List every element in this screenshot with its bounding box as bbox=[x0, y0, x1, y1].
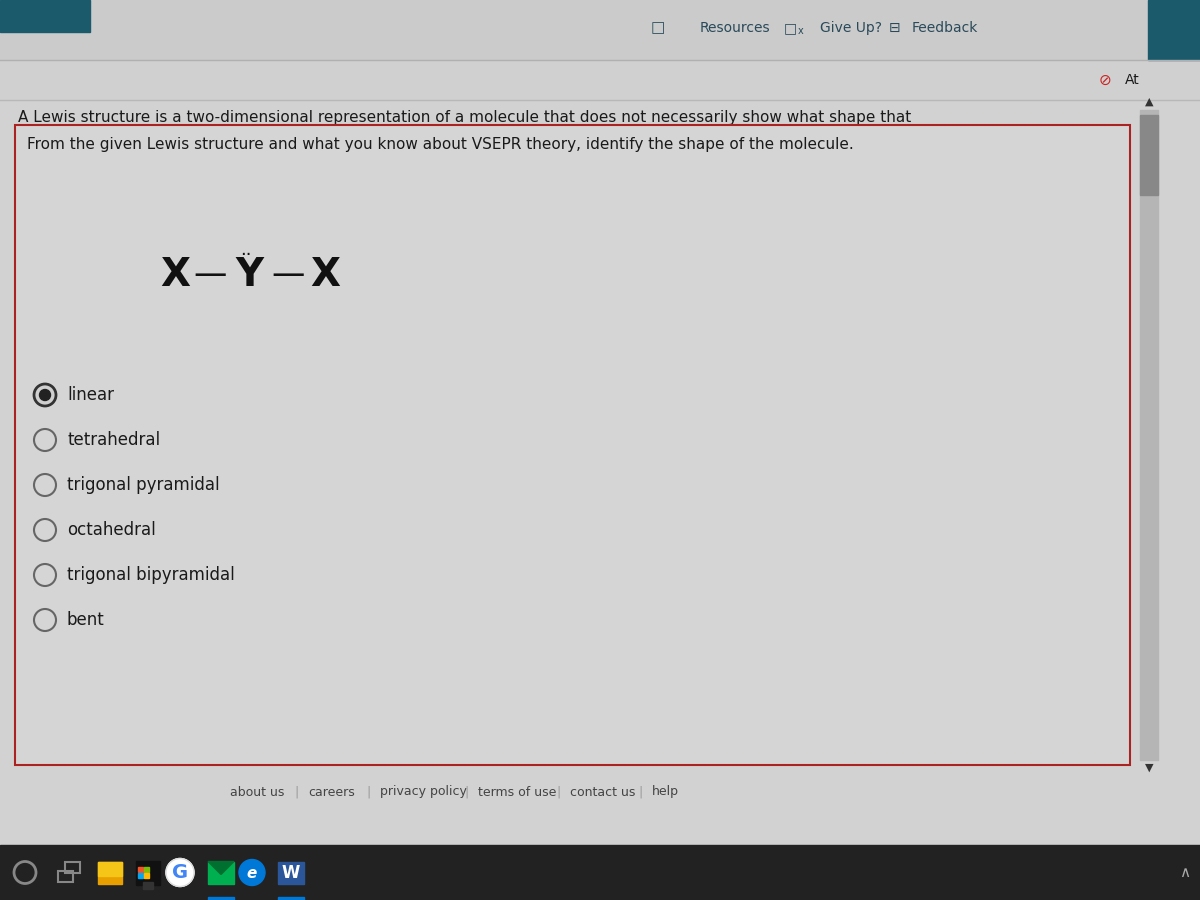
Text: terms of use: terms of use bbox=[478, 786, 557, 798]
Circle shape bbox=[239, 860, 265, 886]
Text: Y: Y bbox=[235, 256, 263, 294]
Text: ⊘: ⊘ bbox=[1099, 73, 1111, 87]
Text: ∧: ∧ bbox=[1180, 865, 1190, 880]
Bar bbox=[138, 867, 143, 871]
Bar bbox=[0, 845, 1200, 900]
Text: ▼: ▼ bbox=[1145, 763, 1153, 773]
Polygon shape bbox=[208, 861, 234, 875]
Text: □: □ bbox=[784, 21, 797, 35]
Text: |: | bbox=[464, 786, 468, 798]
Text: G: G bbox=[172, 863, 188, 882]
Bar bbox=[0, 0, 1200, 60]
Bar bbox=[136, 860, 160, 885]
Bar bbox=[1140, 115, 1158, 195]
Text: |: | bbox=[366, 786, 370, 798]
Bar bbox=[144, 867, 149, 871]
Bar bbox=[1148, 0, 1200, 60]
Text: ··: ·· bbox=[240, 246, 252, 264]
Bar bbox=[98, 861, 122, 876]
Text: From the given Lewis structure and what you know about VSEPR theory, identify th: From the given Lewis structure and what … bbox=[28, 137, 853, 152]
Text: octahedral: octahedral bbox=[67, 521, 156, 539]
Bar bbox=[1140, 110, 1158, 760]
Text: contact us: contact us bbox=[570, 786, 635, 798]
Text: □: □ bbox=[650, 21, 665, 35]
Bar bbox=[0, 0, 90, 32]
Circle shape bbox=[34, 384, 56, 406]
Text: bent: bent bbox=[67, 611, 104, 629]
Text: x: x bbox=[798, 26, 804, 36]
Text: Feedback: Feedback bbox=[912, 21, 978, 35]
Bar bbox=[278, 861, 304, 884]
Text: —: — bbox=[193, 258, 227, 292]
Text: Give Up?: Give Up? bbox=[820, 21, 882, 35]
Text: A Lewis structure is a two-dimensional representation of a molecule that does no: A Lewis structure is a two-dimensional r… bbox=[18, 110, 911, 125]
Bar bbox=[138, 872, 143, 878]
Text: |: | bbox=[556, 786, 560, 798]
Bar bbox=[0, 60, 1200, 100]
Text: trigonal pyramidal: trigonal pyramidal bbox=[67, 476, 220, 494]
Circle shape bbox=[166, 859, 194, 886]
Text: careers: careers bbox=[308, 786, 355, 798]
Bar bbox=[144, 872, 149, 878]
Bar bbox=[14, 125, 1130, 765]
Text: —: — bbox=[271, 258, 305, 292]
Text: privacy policy: privacy policy bbox=[380, 786, 467, 798]
Bar bbox=[58, 870, 73, 881]
Text: help: help bbox=[652, 786, 679, 798]
Bar bbox=[143, 881, 154, 888]
Bar bbox=[0, 100, 1200, 845]
Text: X: X bbox=[160, 256, 190, 294]
Bar bbox=[65, 861, 80, 872]
Bar bbox=[208, 897, 234, 900]
Bar bbox=[98, 861, 122, 884]
Text: |: | bbox=[294, 786, 298, 798]
Text: about us: about us bbox=[230, 786, 284, 798]
Bar bbox=[208, 861, 234, 884]
Text: X: X bbox=[310, 256, 340, 294]
Text: W: W bbox=[282, 863, 300, 881]
Text: trigonal bipyramidal: trigonal bipyramidal bbox=[67, 566, 235, 584]
Text: molecule would take in three dimensions.: molecule would take in three dimensions. bbox=[18, 128, 337, 143]
Text: Resources: Resources bbox=[700, 21, 770, 35]
Text: linear: linear bbox=[67, 386, 114, 404]
Text: ▲: ▲ bbox=[1145, 97, 1153, 107]
Circle shape bbox=[40, 390, 50, 400]
Text: ⊟: ⊟ bbox=[889, 21, 901, 35]
Text: e: e bbox=[247, 866, 257, 881]
Text: At: At bbox=[1126, 73, 1140, 87]
Text: |: | bbox=[638, 786, 642, 798]
Text: tetrahedral: tetrahedral bbox=[67, 431, 160, 449]
Bar bbox=[278, 897, 304, 900]
